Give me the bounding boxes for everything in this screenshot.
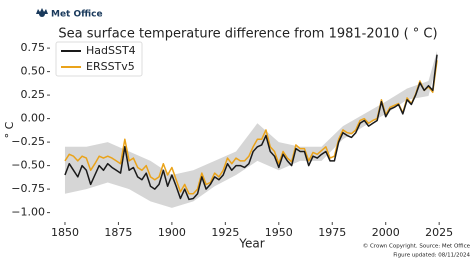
- x-tick-label: 1925: [211, 226, 239, 239]
- legend-label: ERSSTv5: [86, 60, 135, 73]
- uncertainty-band: [64, 50, 438, 208]
- x-tick-label: 1950: [265, 226, 293, 239]
- y-tick-label: 0.00: [21, 112, 46, 125]
- y-tick-label: −0.25: [11, 135, 45, 148]
- x-tick-label: 1900: [158, 226, 186, 239]
- source-note: © Crown Copyright. Source: Met Office: [363, 243, 471, 250]
- x-tick-label: 1850: [51, 226, 79, 239]
- update-note: Figure updated: 08/11/2024: [393, 253, 470, 259]
- y-tick-label: −0.75: [11, 182, 45, 195]
- y-tick-label: −0.50: [11, 159, 45, 172]
- y-tick-label: 0.50: [21, 65, 46, 78]
- y-tick-label: 0.75: [21, 41, 46, 54]
- series-line: [64, 54, 438, 201]
- y-axis-label: ° C: [3, 121, 16, 138]
- legend-label: HadSST4: [86, 44, 136, 57]
- series-line: [64, 60, 438, 195]
- x-axis-label: Year: [238, 237, 264, 251]
- logo-crown: [36, 8, 48, 14]
- chart-title: Sea surface temperature difference from …: [58, 27, 437, 42]
- x-tick-label: 1875: [104, 226, 132, 239]
- logo: Met Office: [36, 8, 103, 20]
- y-tick-label: −1.00: [11, 206, 45, 219]
- y-tick-label: 0.25: [21, 88, 46, 101]
- x-tick-label: 2000: [372, 226, 400, 239]
- x-tick-label: 1975: [318, 226, 346, 239]
- logo-text: Met Office: [51, 10, 103, 20]
- legend: HadSST4 ERSSTv5: [55, 41, 143, 77]
- x-tick-label: 2025: [425, 226, 453, 239]
